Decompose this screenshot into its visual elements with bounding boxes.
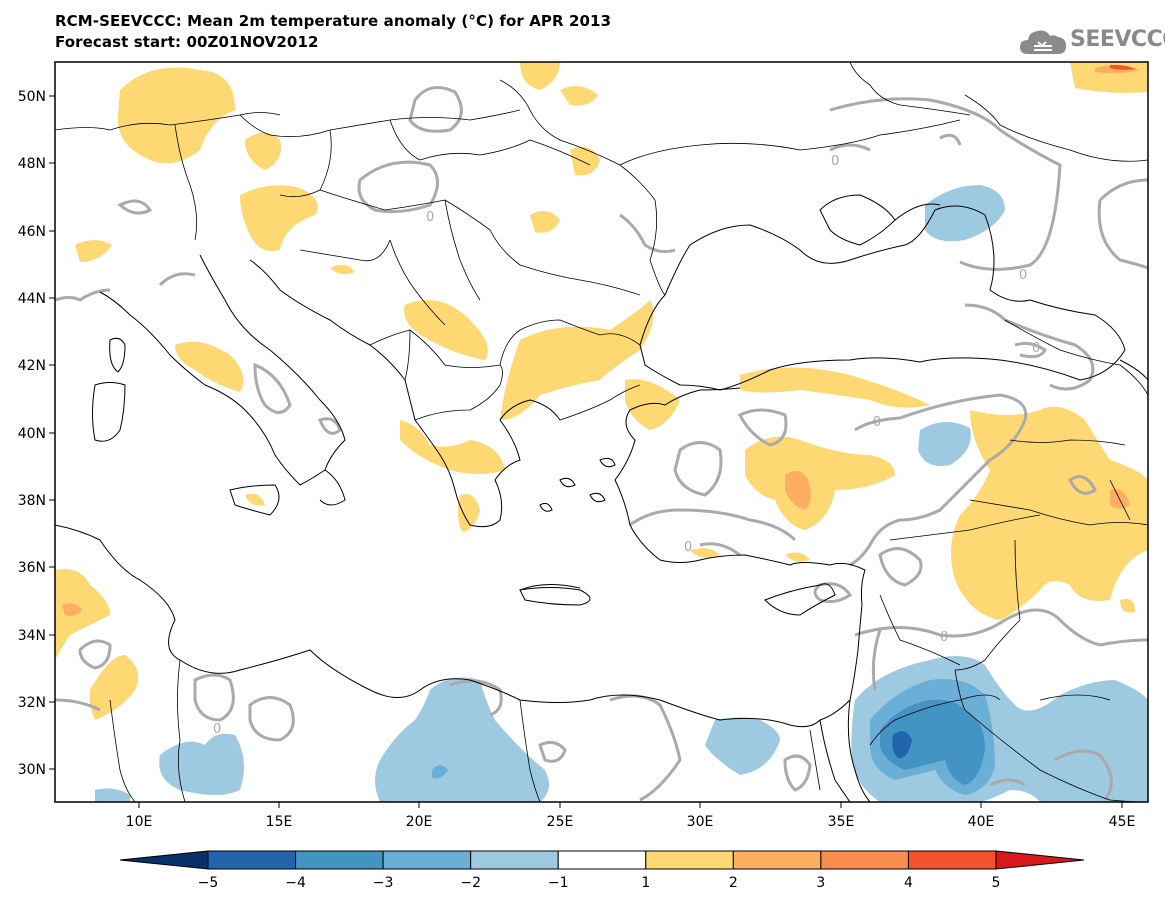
zero-contour-labels: 0 0 0 0 0 0 0 0 <box>213 154 1040 737</box>
x-tick-label: 20E <box>406 814 433 830</box>
colorbar-segment <box>907 850 997 870</box>
map-title: RCM-SEEVCCC: Mean 2m temperature anomaly… <box>55 12 612 30</box>
y-axis-labels: 30N 32N 34N 36N 38N 40N 42N 44N 46N 48N … <box>18 89 46 778</box>
axis-ticks <box>49 95 1123 808</box>
y-tick-label: 44N <box>18 291 46 307</box>
x-tick-label: 30E <box>687 814 714 830</box>
peak-positive-anomaly <box>1110 64 1135 70</box>
zero-contours <box>55 86 1148 802</box>
x-tick-label: 25E <box>547 814 574 830</box>
colorbar-tick-label: 1 <box>641 875 650 891</box>
colorbar-tick-label: −5 <box>198 875 219 891</box>
peak-negative-anomaly <box>892 731 912 759</box>
contour-label: 0 <box>831 154 839 169</box>
contour-label: 0 <box>1032 341 1040 356</box>
contour-label: 0 <box>684 540 692 555</box>
colorbar-segment <box>820 850 909 870</box>
x-tick-label: 15E <box>266 814 293 830</box>
colorbar-tick-label: 2 <box>729 875 738 891</box>
y-tick-label: 32N <box>18 695 46 711</box>
colorbar-tick-label: −1 <box>548 875 569 891</box>
plot-frame <box>54 61 1149 803</box>
contour-label: 0 <box>426 210 434 225</box>
coastlines <box>55 194 1148 802</box>
y-tick-label: 38N <box>18 493 46 509</box>
y-tick-label: 46N <box>18 224 46 240</box>
colorbar-tick-label: 5 <box>992 875 1001 891</box>
colorbar-segment <box>470 850 559 870</box>
colorbar-tick-label: 4 <box>904 875 913 891</box>
y-tick-label: 48N <box>18 156 46 172</box>
colorbar-segment <box>645 850 734 870</box>
colorbar-segment <box>295 850 384 870</box>
anomaly-field: 0 0 0 0 0 0 0 0 <box>55 62 1148 802</box>
x-tick-label: 45E <box>1109 814 1136 830</box>
colorbar-tick-label: −4 <box>285 875 306 891</box>
x-tick-label: 35E <box>828 814 855 830</box>
country-borders <box>55 62 1148 802</box>
contour-label: 0 <box>873 415 881 430</box>
cloud-icon <box>1020 30 1066 54</box>
y-tick-label: 34N <box>18 628 46 644</box>
x-axis-labels: 10E 15E 20E 25E 30E 35E 40E 45E <box>126 814 1136 830</box>
colorbar-tick-label: −3 <box>373 875 394 891</box>
seevccc-logo: SEEVCCC <box>1018 24 1165 58</box>
x-tick-label: 40E <box>968 814 995 830</box>
colorbar-tick-label: 3 <box>816 875 825 891</box>
y-tick-label: 36N <box>18 560 46 576</box>
forecast-start-subtitle: Forecast start: 00Z01NOV2012 <box>55 33 319 51</box>
colorbar-segment <box>382 850 472 870</box>
colorbar-segment <box>557 850 647 870</box>
x-tick-label: 10E <box>126 814 153 830</box>
positive-anomaly-shading <box>55 62 1148 720</box>
y-tick-label: 42N <box>18 358 46 374</box>
contour-label: 0 <box>1019 268 1027 283</box>
colorbar-tick-label: −2 <box>460 875 481 891</box>
colorbar-segment <box>732 850 822 870</box>
strong-negative-anomaly <box>880 699 985 785</box>
y-tick-label: 30N <box>18 762 46 778</box>
colorbar: −5 −4 −3 −2 −1 1 2 3 4 5 <box>119 850 1085 891</box>
colorbar-max-extend <box>995 850 1085 870</box>
logo-text: SEEVCCC <box>1070 27 1165 52</box>
y-tick-label: 40N <box>18 426 46 442</box>
colorbar-segment <box>207 850 297 870</box>
contour-label: 0 <box>940 630 948 645</box>
y-tick-label: 50N <box>18 89 46 105</box>
contour-label: 0 <box>213 722 221 737</box>
colorbar-min-extend <box>119 850 209 870</box>
